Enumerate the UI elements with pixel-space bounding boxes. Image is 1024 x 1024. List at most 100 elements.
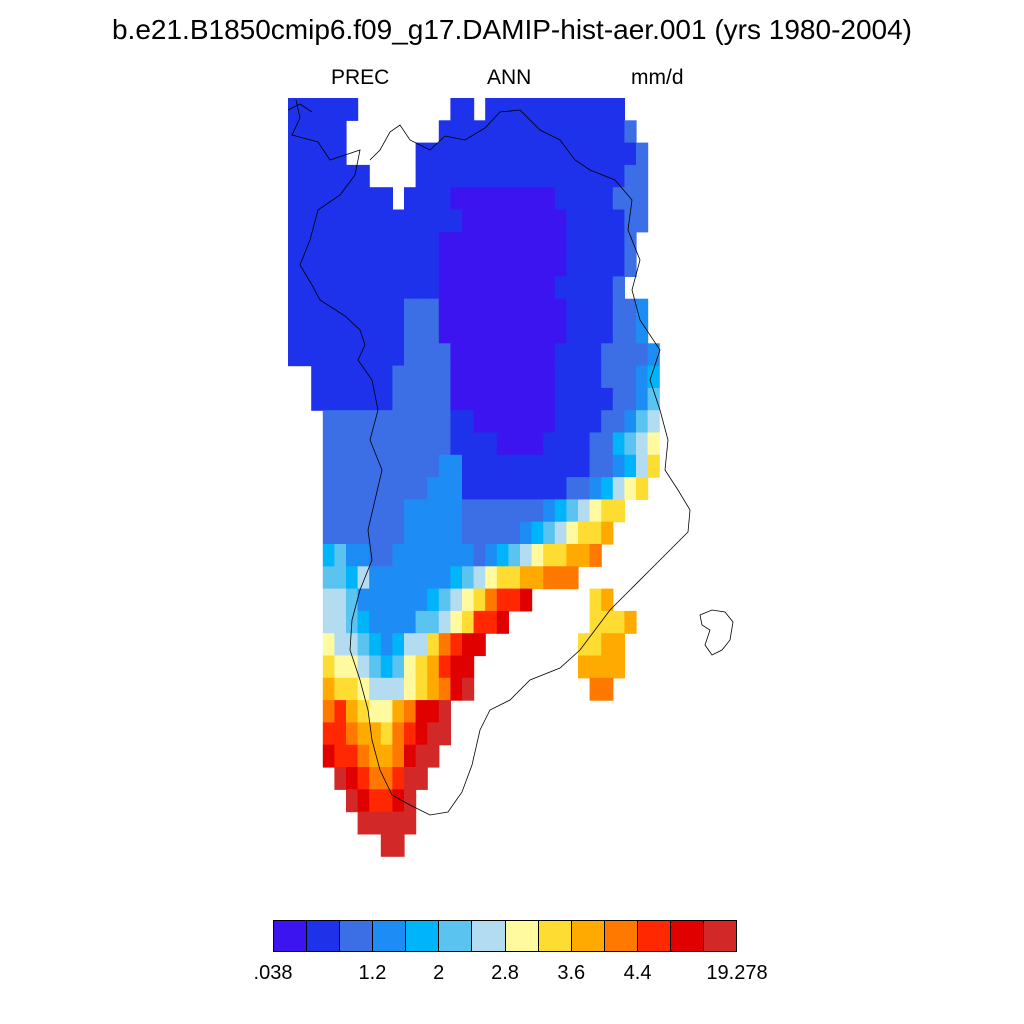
map-cell: [612, 610, 625, 634]
map-cell: [496, 544, 509, 567]
map-cell: [380, 410, 393, 434]
map-cell: [520, 276, 533, 300]
map-cell: [404, 744, 417, 768]
map-cell: [334, 254, 347, 277]
map-cell: [346, 633, 359, 657]
map-cell: [415, 142, 428, 166]
map-cell: [357, 365, 370, 389]
map-cell: [485, 521, 498, 545]
map-cell: [636, 477, 649, 500]
map-cell: [392, 700, 405, 723]
map-cell: [520, 566, 533, 590]
map-cell: [566, 164, 579, 188]
map-cell: [554, 477, 567, 500]
map-cell: [554, 544, 567, 567]
map-cell: [601, 142, 614, 166]
map-cell: [462, 432, 475, 456]
map-cell: [415, 276, 428, 300]
map-cell: [392, 566, 405, 590]
map-cell: [288, 321, 301, 344]
map-cell: [554, 365, 567, 389]
map-cell: [334, 655, 347, 679]
colorbar-box: [439, 921, 473, 951]
map-cell: [589, 164, 602, 188]
map-cell: [601, 321, 614, 344]
map-cell: [554, 209, 567, 233]
map-cell: [624, 254, 637, 277]
map-cell: [543, 521, 556, 545]
map-cell: [404, 521, 417, 545]
map-cell: [520, 120, 533, 144]
map-cell: [322, 655, 335, 679]
map-cell: [531, 231, 544, 255]
map-cell: [543, 209, 556, 233]
map-cell: [578, 254, 591, 277]
map-cell: [589, 142, 602, 166]
map-cell: [380, 700, 393, 723]
map-cell: [357, 454, 370, 478]
map-cell: [438, 142, 451, 166]
map-cell: [288, 142, 301, 166]
map-cell: [473, 454, 486, 478]
map-cell: [578, 209, 591, 233]
map-cell: [450, 98, 463, 121]
map-cell: [438, 588, 451, 612]
map-cell: [427, 655, 440, 679]
map-cell: [334, 477, 347, 500]
map-cell: [334, 231, 347, 255]
map-cell: [311, 298, 324, 322]
map-cell: [369, 187, 382, 211]
map-cell: [496, 98, 509, 121]
map-cell: [380, 610, 393, 634]
map-cell: [601, 98, 614, 121]
map-cell: [624, 120, 637, 144]
map-cell: [415, 187, 428, 211]
map-cell: [334, 499, 347, 523]
map-cell: [322, 700, 335, 723]
map-cell: [485, 321, 498, 344]
map-cell: [299, 343, 312, 367]
colorbar-box: [373, 921, 407, 951]
map-cell: [589, 544, 602, 567]
map-cells: [288, 98, 660, 857]
map-cell: [485, 477, 498, 500]
map-cell: [612, 343, 625, 367]
map-cell: [322, 566, 335, 590]
map-cell: [334, 722, 347, 746]
map-cell: [462, 499, 475, 523]
map-cell: [589, 298, 602, 322]
map-cell: [346, 298, 359, 322]
map-cell: [438, 677, 451, 701]
map-cell: [346, 365, 359, 389]
map-cell: [311, 387, 324, 411]
map-cell: [589, 321, 602, 344]
map-cell: [392, 321, 405, 344]
map-cell: [462, 321, 475, 344]
map-cell: [380, 276, 393, 300]
map-cell: [566, 209, 579, 233]
map-cell: [531, 454, 544, 478]
map-cell: [496, 410, 509, 434]
colorbar-tick-label: .038: [253, 962, 293, 984]
map-cell: [322, 120, 335, 144]
map-cell: [473, 254, 486, 277]
map-cell: [520, 387, 533, 411]
map-cell: [554, 432, 567, 456]
map-cell: [334, 521, 347, 545]
map-cell: [462, 276, 475, 300]
map-cell: [415, 544, 428, 567]
map-cell: [415, 254, 428, 277]
map-cell: [322, 544, 335, 567]
map-cell: [404, 231, 417, 255]
map-cell: [415, 521, 428, 545]
map-cell: [369, 677, 382, 701]
map-cell: [404, 566, 417, 590]
map-cell: [311, 120, 324, 144]
map-cell: [543, 321, 556, 344]
map-cell: [334, 744, 347, 768]
map-cell: [589, 276, 602, 300]
map-cell: [427, 410, 440, 434]
map-cell: [438, 655, 451, 679]
map-cell: [589, 410, 602, 434]
